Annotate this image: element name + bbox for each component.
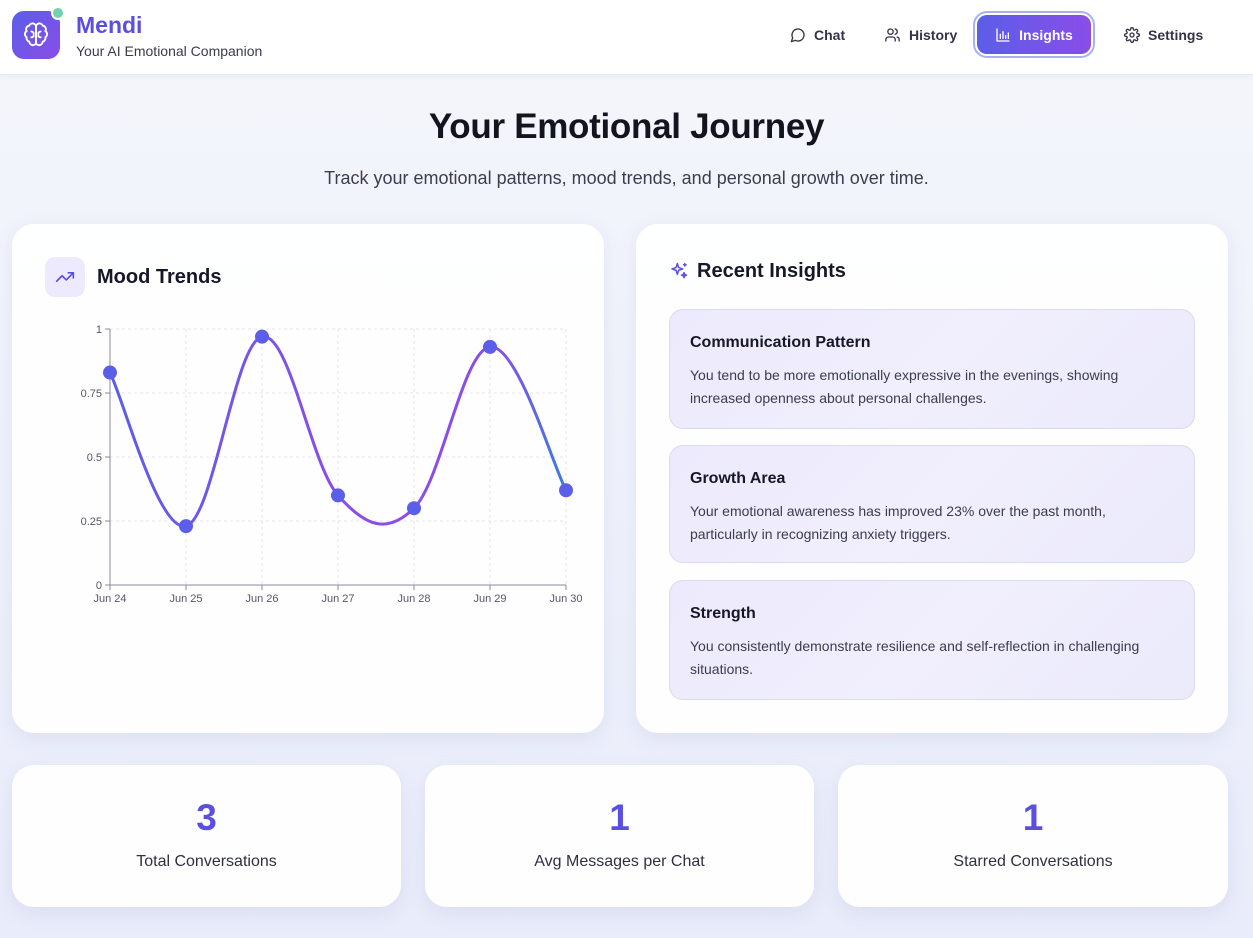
- mood-data-point: [103, 365, 117, 380]
- mood-trends-title: Mood Trends: [97, 266, 222, 288]
- x-tick-label: Jun 30: [549, 593, 582, 605]
- stat-label: Total Conversations: [136, 853, 277, 870]
- mood-data-point: [179, 519, 193, 534]
- stat-label: Starred Conversations: [953, 853, 1113, 870]
- mood-trends-card: Mood Trends 0 0.25 0.5 0.75 1 Jun 24 Jun 25 Jun…: [12, 224, 604, 733]
- mood-data-point: [559, 483, 573, 498]
- x-tick-label: Jun 27: [321, 593, 354, 605]
- recent-insights-card: Recent Insights Communication Pattern Yo…: [636, 224, 1228, 733]
- insight-title: Communication Pattern: [690, 334, 871, 351]
- page-subtitle: Track your emotional patterns, mood tren…: [324, 168, 929, 188]
- mood-data-point: [407, 501, 421, 516]
- stat-card-total-conversations: 3 Total Conversations: [12, 765, 401, 907]
- y-tick-label: 1: [96, 324, 102, 336]
- app-header: Mendi Your AI Emotional Companion Chat H…: [0, 0, 1253, 75]
- brain-icon: [24, 22, 48, 47]
- app-logo[interactable]: [12, 6, 65, 59]
- nav-history-button[interactable]: History: [871, 15, 970, 54]
- chat-bubble-icon: [790, 27, 805, 42]
- nav-settings-label: Settings: [1148, 26, 1204, 43]
- trending-up-icon: [55, 272, 75, 282]
- insight-text: Your emotional awareness has improved 23…: [690, 503, 1106, 542]
- x-tick-label: Jun 24: [93, 593, 126, 605]
- x-tick-label: Jun 26: [245, 593, 278, 605]
- app-name: Mendi: [76, 12, 143, 38]
- sparkles-icon: [671, 262, 688, 279]
- mood-data-point: [483, 339, 497, 354]
- insight-text: You consistently demonstrate resilience …: [690, 638, 1140, 677]
- mood-trends-chart: 0 0.25 0.5 0.75 1 Jun 24 Jun 25 Jun 26 Jun 27 Jun…: [81, 324, 583, 605]
- y-tick-label: 0: [96, 580, 102, 592]
- nav-history-label: History: [909, 26, 958, 43]
- nav-insights-label: Insights: [1019, 26, 1073, 43]
- x-tick-label: Jun 29: [473, 593, 506, 605]
- mood-trends-icon-badge: [45, 257, 85, 297]
- nav-chat-button[interactable]: Chat: [777, 15, 858, 54]
- mood-data-point: [255, 329, 269, 344]
- recent-insights-title: Recent Insights: [697, 260, 846, 282]
- insight-card: Growth Area Your emotional awareness has…: [669, 445, 1195, 563]
- y-tick-label: 0.75: [81, 388, 102, 400]
- stat-value: 1: [1022, 797, 1044, 838]
- x-tick-label: Jun 25: [169, 593, 202, 605]
- page-title: Your Emotional Journey: [428, 107, 825, 146]
- insight-text: You tend to be more emotionally expressi…: [690, 367, 1119, 406]
- stat-value: 1: [609, 797, 630, 838]
- x-tick-label: Jun 28: [397, 593, 430, 605]
- nav-chat-label: Chat: [814, 26, 846, 43]
- gear-icon: [1124, 26, 1140, 43]
- stat-label: Avg Messages per Chat: [534, 853, 705, 870]
- stat-value: 3: [196, 797, 217, 838]
- insight-card: Communication Pattern You tend to be mor…: [669, 309, 1195, 429]
- y-tick-label: 0.25: [81, 516, 102, 528]
- mood-data-point: [331, 488, 345, 503]
- stat-card-starred-conversations: 1 Starred Conversations: [838, 765, 1228, 907]
- users-icon: [885, 27, 900, 42]
- bar-chart-icon: [996, 27, 1010, 42]
- insight-title: Growth Area: [690, 470, 786, 487]
- insight-title: Strength: [690, 605, 756, 622]
- app-tagline: Your AI Emotional Companion: [76, 43, 263, 59]
- nav-settings-button[interactable]: Settings: [1111, 15, 1216, 54]
- online-status-dot: [51, 6, 65, 20]
- stat-card-avg-messages: 1 Avg Messages per Chat: [425, 765, 814, 907]
- nav-insights-button[interactable]: Insights: [977, 15, 1091, 54]
- y-tick-label: 0.5: [87, 452, 102, 464]
- insight-card: Strength You consistently demonstrate re…: [669, 580, 1195, 700]
